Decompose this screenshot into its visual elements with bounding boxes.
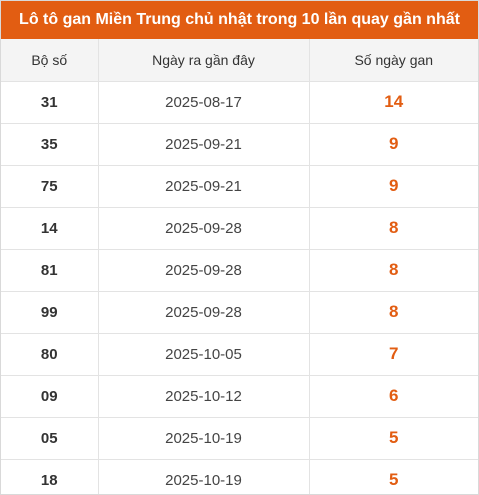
row-gan-days: 8 [309, 207, 478, 250]
row-number: 31 [1, 81, 99, 124]
table-row: 35 2025-09-21 9 [1, 123, 478, 166]
lottery-table: Bộ số Ngày ra gần đây Số ngày gan 31 202… [1, 39, 478, 494]
row-gan-days: 9 [309, 165, 478, 208]
table-row: 80 2025-10-05 7 [1, 333, 478, 376]
row-date: 2025-10-05 [98, 333, 310, 376]
table-row: 75 2025-09-21 9 [1, 165, 478, 208]
row-gan-days: 8 [309, 291, 478, 334]
row-gan-days: 8 [309, 249, 478, 292]
row-date: 2025-10-12 [98, 375, 310, 418]
column-header-date: Ngày ra gần đây [98, 39, 310, 82]
table-row: 81 2025-09-28 8 [1, 249, 478, 292]
table-row: 05 2025-10-19 5 [1, 417, 478, 460]
table-row: 99 2025-09-28 8 [1, 291, 478, 334]
row-date: 2025-10-19 [98, 459, 310, 494]
column-header-gan: Số ngày gan [309, 39, 478, 82]
row-gan-days: 14 [309, 81, 478, 124]
row-number: 09 [1, 375, 99, 418]
row-date: 2025-09-28 [98, 249, 310, 292]
row-date: 2025-08-17 [98, 81, 310, 124]
row-date: 2025-09-28 [98, 291, 310, 334]
table-header-row: Bộ số Ngày ra gần đây Số ngày gan [1, 39, 478, 82]
row-gan-days: 9 [309, 123, 478, 166]
row-number: 35 [1, 123, 99, 166]
table-row: 14 2025-09-28 8 [1, 207, 478, 250]
row-gan-days: 5 [309, 417, 478, 460]
row-gan-days: 6 [309, 375, 478, 418]
column-header-number: Bộ số [1, 39, 99, 82]
row-number: 99 [1, 291, 99, 334]
row-gan-days: 5 [309, 459, 478, 494]
row-number: 05 [1, 417, 99, 460]
row-date: 2025-09-21 [98, 165, 310, 208]
table-row: 18 2025-10-19 5 [1, 459, 478, 494]
table-row: 09 2025-10-12 6 [1, 375, 478, 418]
row-gan-days: 7 [309, 333, 478, 376]
row-date: 2025-10-19 [98, 417, 310, 460]
table-row: 31 2025-08-17 14 [1, 81, 478, 124]
row-number: 80 [1, 333, 99, 376]
row-number: 81 [1, 249, 99, 292]
row-date: 2025-09-28 [98, 207, 310, 250]
row-number: 75 [1, 165, 99, 208]
row-number: 18 [1, 459, 99, 494]
row-number: 14 [1, 207, 99, 250]
table-title: Lô tô gan Miền Trung chủ nhật trong 10 l… [1, 1, 478, 39]
row-date: 2025-09-21 [98, 123, 310, 166]
